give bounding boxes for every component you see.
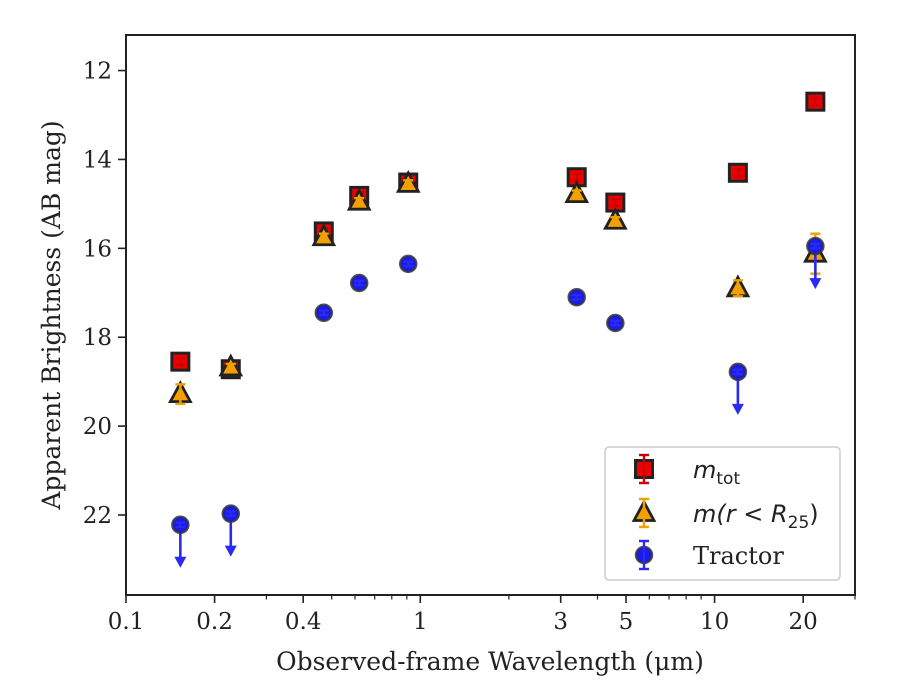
point-tractor [606, 313, 625, 333]
y-tick-label: 18 [83, 325, 112, 351]
point-tractor [349, 273, 369, 293]
legend-frame [604, 446, 841, 581]
point-m-tot [727, 162, 748, 183]
point-m-r25 [218, 353, 244, 377]
point-tractor [221, 504, 241, 557]
x-tick-label: 3 [553, 609, 568, 635]
upper-limit-arrowhead [809, 278, 822, 290]
legend-entry: Tractor [634, 539, 784, 571]
y-tick-label: 20 [83, 414, 112, 440]
legend-entry: m(r < R25) [631, 497, 819, 533]
point-tractor [728, 362, 748, 415]
y-axis-label: Apparent Brightness (AB mag) [37, 120, 66, 510]
series-m-r25 [168, 169, 828, 406]
point-m-tot [170, 351, 191, 372]
point-tractor [314, 303, 334, 323]
point-tractor [398, 254, 418, 274]
legend-entry: mtot [634, 453, 740, 489]
point-m-r25 [346, 187, 372, 211]
point-tractor [806, 236, 825, 290]
legend-label: m(r < R25) [693, 500, 819, 533]
point-m-r25 [311, 223, 337, 247]
y-tick-label: 14 [83, 147, 112, 173]
x-axis-label: Observed-frame Wavelength (μm) [276, 647, 704, 676]
series-tractor [171, 236, 825, 568]
plot-area: 0.1 0.2 0.4 1 3 5 10 20 12 14 16 18 20 22 mtot m(r < R2… [83, 34, 856, 635]
x-tick-label: 5 [619, 609, 634, 635]
x-tick-label: 1 [413, 609, 428, 635]
y-tick-label: 16 [83, 236, 112, 262]
legend-label: Tractor [693, 542, 784, 570]
x-tick-label: 20 [789, 609, 818, 635]
upper-limit-arrowhead [174, 556, 187, 568]
y-tick-label: 12 [83, 59, 112, 85]
point-m-r25 [602, 206, 628, 230]
x-tick-label: 10 [700, 609, 729, 635]
point-m-r25 [725, 274, 751, 298]
x-tick-label: 0.2 [196, 609, 233, 635]
upper-limit-arrowhead [224, 545, 237, 557]
legend: mtot m(r < R25) Tractor [604, 446, 841, 581]
point-m-tot [805, 91, 826, 112]
point-m-r25 [168, 380, 193, 406]
point-tractor [171, 515, 190, 568]
y-tick-label: 22 [83, 503, 112, 529]
x-tick-label: 0.1 [108, 609, 145, 635]
point-tractor [567, 287, 586, 307]
point-m-r25 [395, 169, 421, 193]
x-tick-label: 0.4 [285, 609, 322, 635]
upper-limit-arrowhead [731, 403, 744, 415]
point-m-r25 [564, 180, 590, 204]
legend-label: mtot [693, 456, 740, 489]
